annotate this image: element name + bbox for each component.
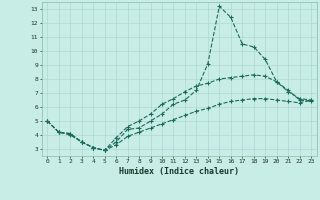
X-axis label: Humidex (Indice chaleur): Humidex (Indice chaleur) bbox=[119, 167, 239, 176]
